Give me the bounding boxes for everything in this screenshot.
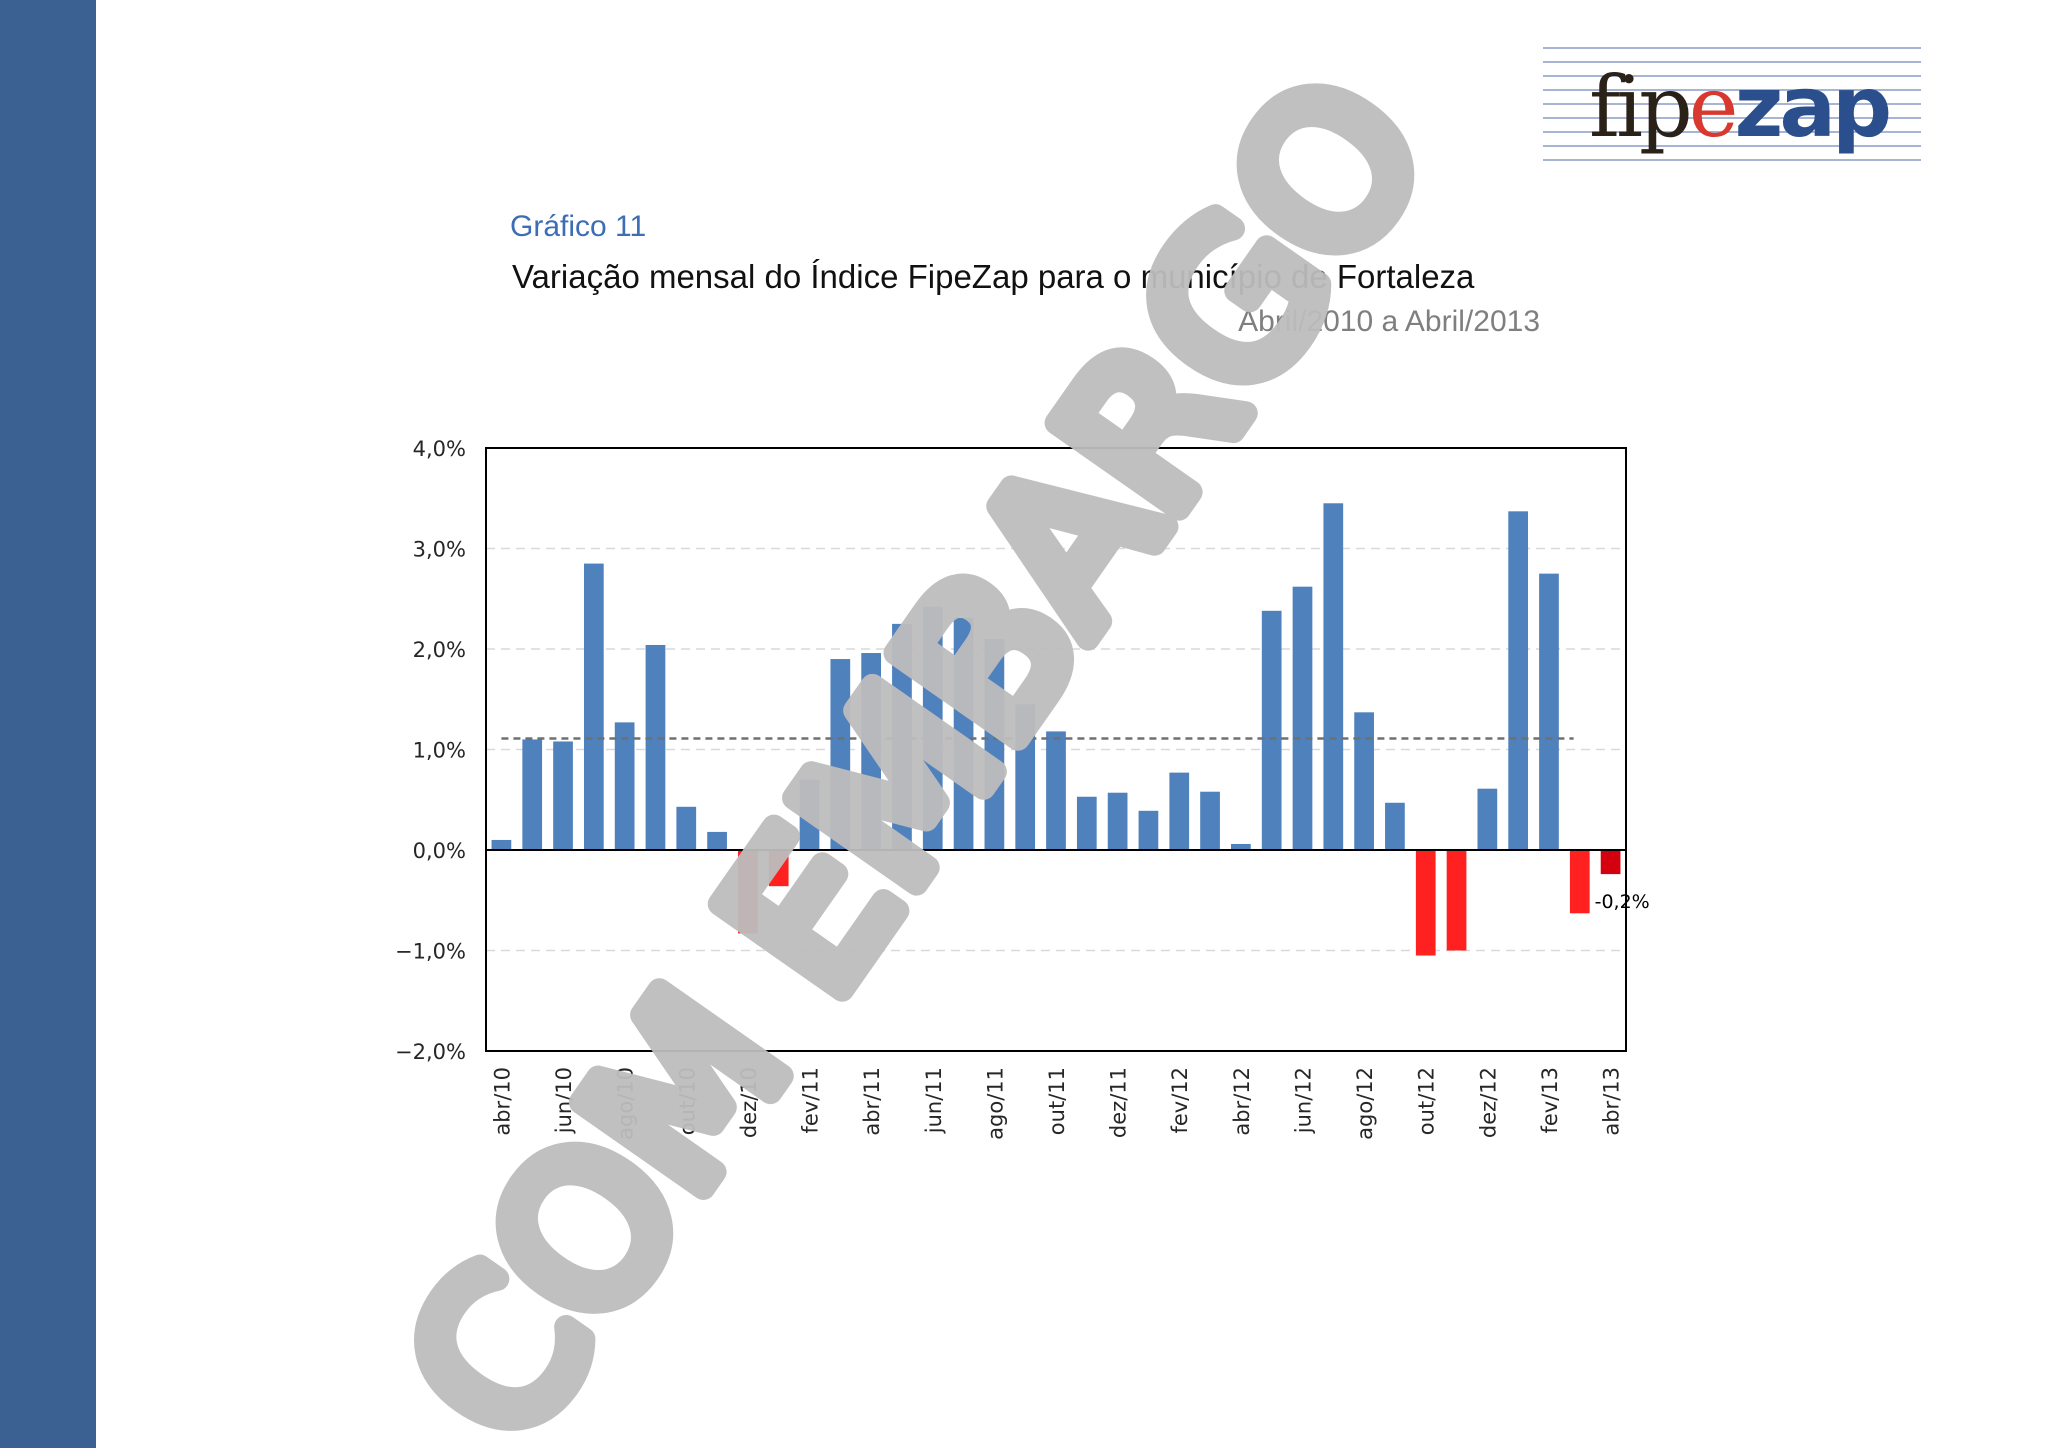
- bar-ago-12: [1354, 712, 1374, 850]
- bar-ago-11: [984, 638, 1005, 850]
- bar-jun-11: [922, 606, 943, 850]
- bar-jan-13: [1508, 511, 1529, 850]
- x-tick-label: ago/10: [614, 1067, 638, 1140]
- x-tick-label: jun/12: [1291, 1067, 1315, 1134]
- y-tick-label: −1,0%: [395, 940, 466, 964]
- bar-out-12: [1415, 850, 1436, 956]
- data-label: -0,2%: [1595, 891, 1650, 913]
- bar-set-10: [645, 644, 666, 850]
- x-tick-label: dez/10: [737, 1067, 761, 1138]
- bar-out-10: [676, 806, 697, 850]
- x-tick-label: dez/11: [1107, 1067, 1131, 1138]
- bar-mar-13: [1569, 850, 1590, 914]
- bar-mar-12: [1200, 791, 1220, 850]
- bar-fev-13: [1539, 573, 1559, 850]
- logo-lines: [1543, 47, 1921, 161]
- bar-abr-13: [1600, 850, 1621, 875]
- y-tick-label: −2,0%: [395, 1040, 466, 1064]
- x-tick-label: ago/12: [1353, 1067, 1377, 1140]
- y-tick-label: 2,0%: [413, 638, 466, 662]
- bar-jan-11: [768, 850, 789, 887]
- bar-fev-11: [799, 779, 820, 850]
- bar-abr-12: [1231, 843, 1251, 850]
- plot-frame: [485, 447, 1627, 1052]
- x-tick-label: fev/13: [1538, 1067, 1562, 1134]
- bar-dez-12: [1477, 788, 1498, 850]
- bar-jan-12: [1138, 810, 1159, 850]
- y-tick-label: 3,0%: [413, 538, 466, 562]
- svg-text:fipezap: fipezap: [1589, 58, 1889, 156]
- fipezap-logo: fipezap: [1543, 47, 1921, 161]
- x-tick-label: fev/11: [799, 1067, 823, 1134]
- bar-set-12: [1385, 802, 1405, 850]
- bar-nov-12: [1446, 850, 1467, 951]
- bar-mai-10: [522, 739, 543, 850]
- x-tick-label: out/11: [1045, 1067, 1069, 1135]
- x-tick-label: jun/10: [552, 1067, 576, 1134]
- x-tick-label: dez/12: [1476, 1067, 1500, 1138]
- y-tick-label: 0,0%: [413, 839, 466, 863]
- bar-nov-10: [707, 831, 727, 850]
- chart-number: Gráfico 11: [510, 210, 647, 243]
- x-tick-label: jun/11: [922, 1067, 946, 1134]
- y-tick-label: 4,0%: [413, 437, 466, 461]
- bar-ago-10: [614, 722, 635, 850]
- x-tick-label: abr/12: [1230, 1067, 1254, 1136]
- logo-text-e: e: [1689, 58, 1735, 156]
- bar-set-11: [1015, 704, 1036, 850]
- bar-jun-10: [553, 741, 573, 850]
- bar-jun-12: [1292, 586, 1313, 850]
- x-tick-label: ago/11: [983, 1067, 1007, 1140]
- bar-jul-12: [1323, 503, 1344, 850]
- logo-text-zap: zap: [1734, 58, 1889, 156]
- x-tick-label: abr/10: [490, 1067, 514, 1136]
- bar-abr-11: [861, 653, 881, 850]
- bar-nov-11: [1076, 796, 1097, 850]
- chart-title: Variação mensal do Índice FipeZap para o…: [512, 258, 1475, 295]
- x-tick-label: out/10: [675, 1067, 699, 1135]
- bar-dez-11: [1107, 792, 1128, 850]
- logo-text-fip: fip: [1589, 58, 1689, 156]
- bar-jul-11: [953, 617, 974, 850]
- bar-out-11: [1046, 731, 1066, 850]
- bar-abr-10: [491, 839, 512, 850]
- bar-mai-12: [1261, 610, 1282, 850]
- sidebar-band: [0, 0, 96, 1448]
- bar-fev-12: [1169, 772, 1190, 850]
- y-tick-label: 1,0%: [413, 739, 466, 763]
- x-tick-label: fev/12: [1168, 1067, 1192, 1134]
- x-tick-label: abr/11: [860, 1067, 884, 1136]
- x-tick-label: abr/13: [1600, 1067, 1624, 1136]
- chart-subtitle: Abril/2010 a Abril/2013: [1238, 305, 1540, 338]
- bar-mar-11: [830, 659, 851, 850]
- bar-mai-11: [892, 623, 912, 850]
- bar-jul-10: [583, 563, 604, 850]
- bar-dez-10: [738, 850, 758, 934]
- x-tick-label: out/12: [1415, 1067, 1439, 1135]
